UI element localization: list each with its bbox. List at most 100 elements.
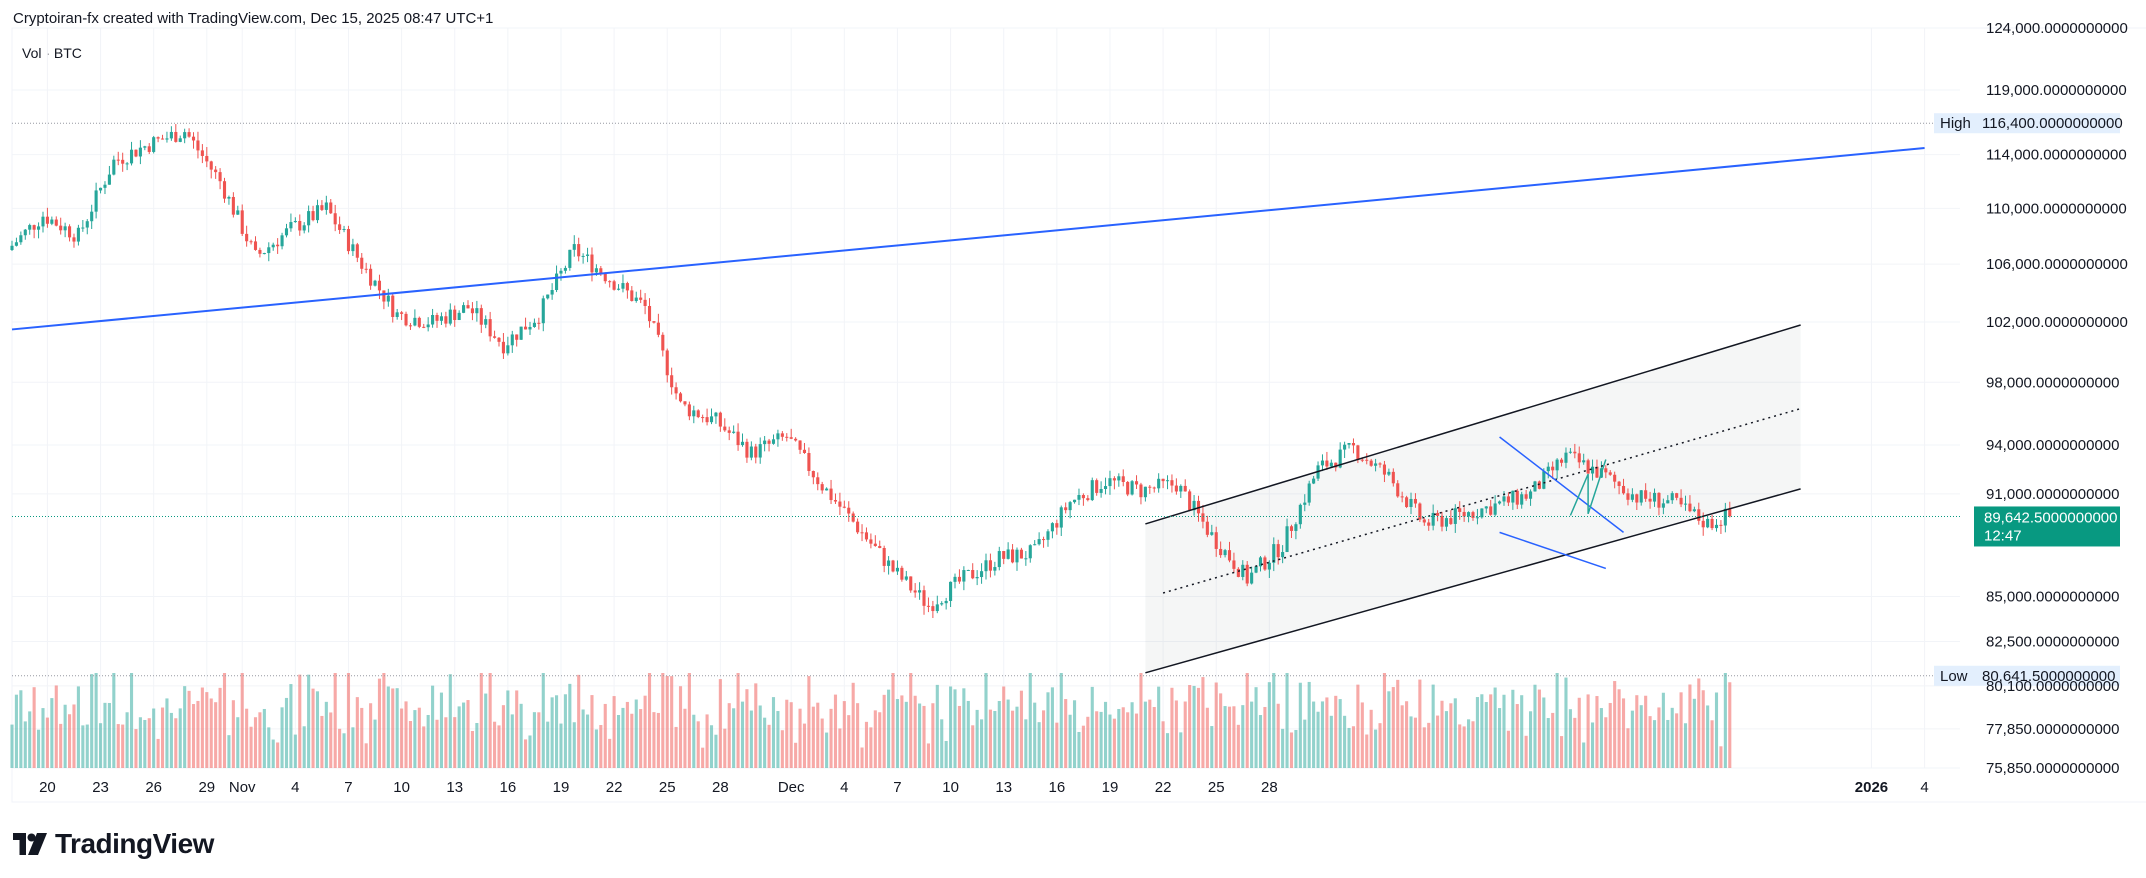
candle-body <box>1449 518 1453 524</box>
candle-body <box>559 270 563 274</box>
volume-bar <box>1276 703 1280 768</box>
wedge-lower-line <box>1499 531 1607 570</box>
candle-body <box>727 430 731 433</box>
volume-bar <box>222 673 227 768</box>
volume-bar <box>1630 710 1634 768</box>
volume-bar <box>1467 719 1471 768</box>
candle-body <box>1201 513 1205 522</box>
candle-body <box>718 412 722 427</box>
candle-body <box>457 312 461 321</box>
volume-bar <box>267 727 271 768</box>
level-value: 116,400.0000000000 <box>1982 115 2123 132</box>
candle-body <box>825 488 829 491</box>
candle-body <box>674 387 678 394</box>
volume-bar <box>1219 693 1223 768</box>
volume-bar <box>1621 698 1626 768</box>
candle-body <box>1710 518 1714 529</box>
volume-bar <box>1652 720 1657 768</box>
volume-bar <box>1683 723 1688 768</box>
candle-body <box>488 319 492 337</box>
candle-body <box>541 298 545 324</box>
candle-body <box>227 196 231 199</box>
candle-body <box>364 268 368 270</box>
volume-bar <box>1267 682 1271 768</box>
volume-bar <box>1679 692 1683 768</box>
candle-body <box>1037 539 1041 545</box>
volume-bar <box>524 739 528 768</box>
candle-body <box>1679 497 1683 505</box>
x-tick-label: 22 <box>1155 779 1172 796</box>
x-tick-label: 4 <box>1920 779 1928 796</box>
volume-bar <box>457 706 461 768</box>
volume-bar <box>1338 699 1342 768</box>
channel-area <box>1145 324 1801 673</box>
candle-body <box>484 319 488 325</box>
candle-body <box>302 225 306 231</box>
volume-bar <box>643 695 647 768</box>
tradingview-logo[interactable]: TradingView <box>13 826 214 862</box>
candle-body <box>816 477 820 485</box>
candle-body <box>156 137 160 139</box>
volume-bar <box>1250 701 1254 768</box>
volume-bar <box>320 715 324 768</box>
candle-body <box>771 439 776 444</box>
volume-bar <box>1524 735 1528 768</box>
volume-bar <box>647 673 652 768</box>
candle-body <box>1515 490 1519 505</box>
candle-body <box>338 224 342 230</box>
volume-bar <box>1502 694 1506 768</box>
volume-bar <box>284 697 289 768</box>
candle-body <box>1586 460 1590 474</box>
volume-bar <box>1103 701 1108 768</box>
candle-body <box>647 305 652 322</box>
candle-body <box>1675 493 1679 498</box>
volume-bar <box>1604 717 1608 768</box>
volume-bar <box>1112 718 1116 768</box>
candle-body <box>873 543 877 547</box>
candle-body <box>1374 463 1378 466</box>
volume-bar <box>944 740 948 768</box>
volume-bar <box>382 673 386 768</box>
volume-bar <box>262 708 266 768</box>
volume-legend[interactable]: Vol · BTC <box>22 45 82 61</box>
volume-bar <box>727 703 731 768</box>
volume-bar <box>1440 700 1444 768</box>
volume-bar <box>1090 686 1094 768</box>
volume-bar <box>1161 721 1165 768</box>
candle-body <box>448 309 452 324</box>
volume-bar <box>90 674 94 768</box>
volume-bar <box>76 686 80 768</box>
volume-bar <box>541 673 545 768</box>
x-tick-label: 19 <box>553 779 570 796</box>
volume-bar <box>1028 673 1032 768</box>
volume-bar <box>1343 715 1347 768</box>
volume-bar <box>479 673 483 768</box>
volume-bar <box>1042 710 1046 768</box>
candle-body <box>670 375 674 388</box>
volume-bar <box>1099 711 1103 768</box>
candle-body <box>1046 531 1050 540</box>
y-tick-label: 124,000.0000000000 <box>1986 20 2128 37</box>
volume-bar <box>63 704 67 768</box>
volume-bar <box>802 723 807 768</box>
volume-bar <box>231 700 235 768</box>
volume-bar <box>37 729 41 768</box>
candle-body <box>546 294 550 299</box>
candle-body <box>284 228 289 236</box>
candle-body <box>435 314 439 321</box>
volume-bar <box>807 676 811 768</box>
candle-body <box>1059 507 1063 528</box>
volume-bar <box>116 724 120 768</box>
volume-bar <box>798 708 802 768</box>
candle-body <box>1683 503 1688 505</box>
y-tick-label: 106,000.0000000000 <box>1986 256 2128 273</box>
volume-bar <box>293 734 297 768</box>
candle-body <box>240 210 244 234</box>
volume-bar <box>510 714 514 768</box>
candle-body <box>1723 508 1727 526</box>
volume-bar <box>253 717 258 768</box>
candle-body <box>864 532 869 540</box>
volume-bar <box>1077 731 1081 768</box>
candle-body <box>231 196 235 215</box>
